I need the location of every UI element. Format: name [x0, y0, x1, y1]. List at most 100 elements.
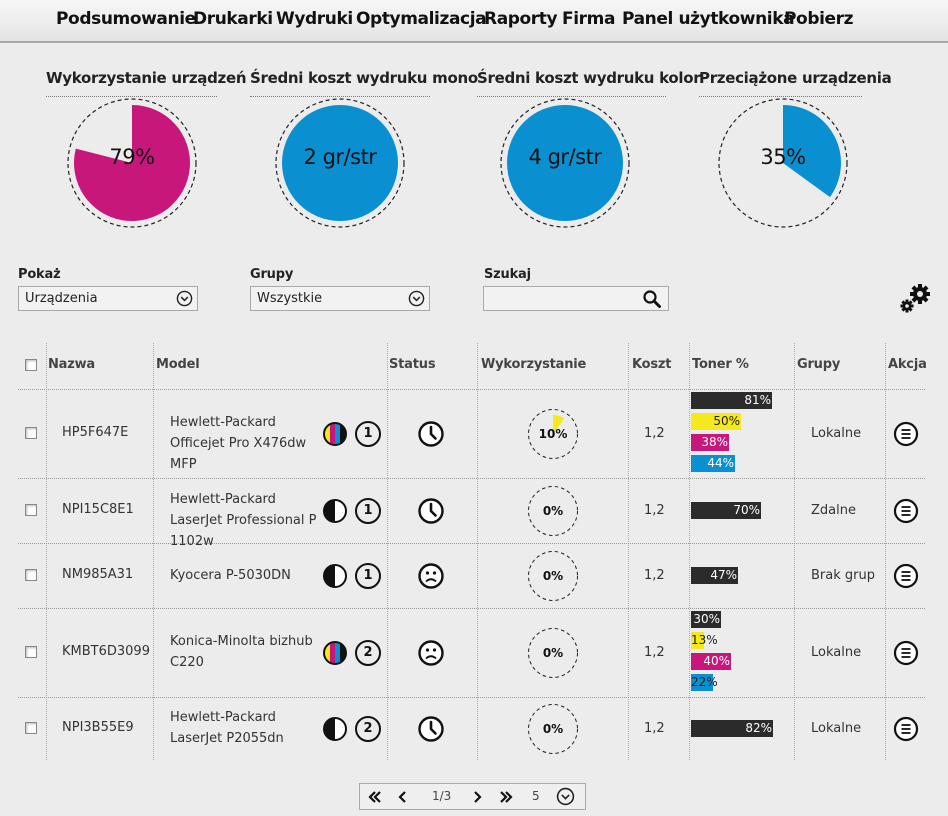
- chevron-down-icon[interactable]: [556, 787, 575, 806]
- col-header-name[interactable]: Nazwa: [48, 357, 96, 372]
- usage-value: 10%: [538, 427, 568, 441]
- kpi-title-usage: Wykorzystanie urządzeń: [46, 69, 247, 97]
- col-header-action: Akcja: [888, 357, 927, 372]
- usage-pie: 0%: [527, 627, 579, 679]
- color-printer-icon: [322, 421, 348, 447]
- toner-bar: 40%: [691, 653, 731, 670]
- nav-firma[interactable]: Firma: [562, 9, 616, 29]
- kpi-title-mono-cost: Średni koszt wydruku mono: [250, 69, 478, 97]
- search-label: Szukaj: [484, 267, 531, 282]
- usage-pie: 0%: [527, 485, 579, 537]
- row-menu-icon[interactable]: [893, 716, 919, 742]
- col-divider: [628, 343, 629, 760]
- col-divider: [689, 343, 690, 760]
- row-checkbox[interactable]: [25, 569, 37, 581]
- usage-value: 0%: [542, 646, 564, 660]
- row-checkbox[interactable]: [25, 504, 37, 516]
- col-header-cost[interactable]: Koszt: [632, 357, 672, 372]
- tray-count-icon: 1: [355, 563, 381, 589]
- double-chevron-right-icon[interactable]: [499, 790, 513, 804]
- row-separator: [18, 543, 925, 544]
- kpi-fill: [282, 105, 398, 221]
- row-separator: [18, 697, 925, 698]
- nav-panel-uzytkownika[interactable]: Panel użytkownika: [622, 9, 795, 29]
- groups-label: Grupy: [250, 267, 294, 282]
- col-header-usage[interactable]: Wykorzystanie: [481, 357, 587, 372]
- device-group: Zdalne: [811, 503, 856, 518]
- toner-bar: 70%: [691, 502, 761, 519]
- device-name: HP5F647E: [62, 425, 129, 440]
- row-menu-icon[interactable]: [893, 421, 919, 447]
- cost-value: 1,2: [644, 645, 665, 660]
- chevron-left-icon[interactable]: [398, 790, 408, 804]
- toner-bar: 47%: [691, 567, 738, 584]
- row-checkbox[interactable]: [25, 646, 37, 658]
- groups-select[interactable]: Wszystkie: [250, 286, 430, 311]
- cost-value: 1,2: [644, 426, 665, 441]
- col-divider: [885, 343, 886, 760]
- page-indicator: 1/3: [432, 789, 452, 803]
- settings-gear-icon[interactable]: [900, 282, 932, 314]
- toner-bar: 50%: [691, 413, 741, 430]
- tray-count-icon: 2: [355, 640, 381, 666]
- mono-printer-icon: [323, 499, 347, 523]
- groups-select-value: Wszystkie: [257, 291, 323, 306]
- nav-pobierz[interactable]: Pobierz: [784, 9, 854, 29]
- col-divider: [153, 343, 154, 760]
- col-header-model[interactable]: Model: [156, 357, 200, 372]
- col-header-toner[interactable]: Toner %: [692, 357, 749, 372]
- col-header-status[interactable]: Status: [389, 357, 436, 372]
- select-all-checkbox[interactable]: [25, 359, 37, 371]
- toner-bar: 44%: [691, 455, 735, 472]
- device-name: NM985A31: [62, 567, 134, 582]
- row-menu-icon[interactable]: [893, 498, 919, 524]
- pagination: 1/3 5: [359, 783, 586, 810]
- row-checkbox[interactable]: [25, 427, 37, 439]
- nav-raporty[interactable]: Raporty: [484, 9, 558, 29]
- kpi-color-cost-circle: 4 gr/str: [499, 97, 631, 229]
- toner-bar: 30%: [691, 611, 721, 628]
- sad-face-status-icon: [418, 640, 444, 666]
- search-input[interactable]: [483, 286, 669, 311]
- usage-value: 0%: [542, 504, 564, 518]
- color-printer-icon: [322, 640, 348, 666]
- device-group: Lokalne: [811, 645, 862, 660]
- row-separator: [18, 478, 925, 479]
- kpi-pie-slice: [783, 105, 841, 198]
- show-select[interactable]: Urządzenia: [18, 286, 198, 311]
- row-separator: [18, 389, 925, 390]
- usage-pie: 0%: [527, 703, 579, 755]
- kpi-mono-cost-circle: 2 gr/str: [274, 97, 406, 229]
- usage-pie: 10%: [527, 408, 579, 460]
- device-model: Hewlett-Packard Officejet Pro X476dw MFP: [170, 415, 307, 472]
- col-header-groups[interactable]: Grupy: [797, 357, 841, 372]
- kpi-overloaded-pie: 35%: [717, 97, 849, 229]
- kpi-overloaded-value: 35%: [760, 145, 806, 169]
- row-menu-icon[interactable]: [893, 640, 919, 666]
- toner-bar: 38%: [691, 434, 729, 451]
- kpi-fill: [507, 105, 623, 221]
- col-divider: [477, 343, 478, 760]
- kpi-title-color-cost: Średni koszt wydruku kolor: [477, 69, 701, 97]
- col-divider: [387, 343, 388, 760]
- col-divider: [794, 343, 795, 760]
- search-icon[interactable]: [642, 289, 662, 309]
- nav-podsumowanie[interactable]: Podsumowanie: [56, 9, 196, 29]
- double-chevron-left-icon[interactable]: [368, 790, 382, 804]
- clock-status-icon: [418, 421, 444, 447]
- nav-optymalizacja[interactable]: Optymalizacja: [356, 9, 487, 29]
- device-group: Lokalne: [811, 426, 862, 441]
- mono-printer-icon: [323, 564, 347, 588]
- usage-value: 0%: [542, 569, 564, 583]
- nav-wydruki[interactable]: Wydruki: [276, 9, 353, 29]
- usage-pie-slice: [553, 415, 565, 434]
- mono-printer-icon: [323, 717, 347, 741]
- device-model: Kyocera P-5030DN: [170, 568, 291, 583]
- kpi-usage-pie: 79%: [66, 97, 198, 229]
- device-name: NPI15C8E1: [62, 502, 134, 517]
- nav-drukarki[interactable]: Drukarki: [193, 9, 273, 29]
- row-checkbox[interactable]: [25, 722, 37, 734]
- row-menu-icon[interactable]: [893, 563, 919, 589]
- chevron-right-icon[interactable]: [472, 790, 482, 804]
- per-page-select[interactable]: 5: [532, 789, 540, 803]
